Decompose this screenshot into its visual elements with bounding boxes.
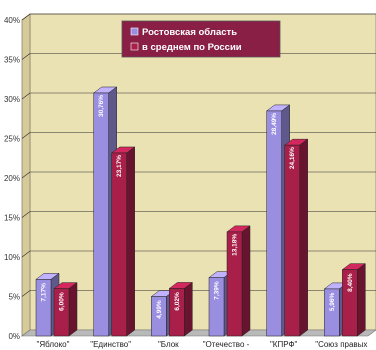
bar-side — [68, 282, 78, 337]
data-label: 30,76% — [98, 95, 105, 117]
y-tick-label: 25% — [4, 135, 20, 144]
legend-label-russia: в среднем по России — [142, 42, 242, 53]
gridline-side — [21, 211, 31, 218]
gridline-side — [21, 13, 31, 21]
bar-side — [241, 225, 251, 337]
gridline-side — [21, 250, 31, 258]
bar: 24,16% — [283, 138, 309, 337]
bar-front — [342, 269, 358, 337]
x-axis: "Яблоко" "Единство" "Блок "Отечество - "КПРФ… — [37, 340, 368, 349]
gridline-side — [21, 132, 31, 139]
legend-box — [121, 20, 281, 58]
data-label: 23,17% — [116, 155, 123, 177]
x-tick-label: "Отечество - — [203, 340, 250, 349]
gridline-side — [21, 53, 31, 60]
data-label: 8,40% — [347, 273, 354, 292]
legend-swatch-rostov — [130, 27, 139, 36]
x-tick-label: "Яблоко" — [37, 340, 70, 349]
y-tick-label: 0% — [8, 332, 20, 341]
bar-front — [35, 279, 52, 337]
legend-swatch-russia — [130, 42, 139, 51]
bar-side — [299, 138, 308, 337]
bar-front — [226, 231, 243, 337]
bar-front — [111, 152, 127, 337]
data-label: 4,99% — [156, 300, 163, 319]
x-tick-label: "Единство" — [90, 340, 131, 349]
data-label: 5,96% — [329, 292, 336, 311]
bar-front — [93, 92, 109, 337]
bars: 7,17% 6,00% 30,76% 23,17% 4,99% 6,02% 7,39% 13,… — [35, 86, 367, 337]
gridline-side — [21, 92, 31, 100]
bar: 8,40% — [341, 263, 367, 337]
bar-front — [169, 288, 185, 337]
data-label: 7,39% — [214, 281, 221, 300]
data-label: 6,02% — [174, 292, 181, 311]
plot-area — [21, 13, 376, 337]
data-label: 13,18% — [232, 234, 239, 256]
data-label: 6,00% — [59, 292, 66, 311]
data-label: 28,49% — [271, 113, 278, 135]
gridline-side — [21, 290, 31, 297]
bar-front — [53, 288, 70, 337]
bar-side — [126, 146, 135, 337]
y-tick-label: 15% — [4, 214, 20, 223]
gridline-side — [21, 171, 31, 179]
y-tick-label: 20% — [4, 174, 20, 183]
y-tick-label: 5% — [8, 293, 20, 302]
bar-side — [357, 263, 366, 337]
y-tick-label: 40% — [4, 16, 20, 25]
y-tick-label: 35% — [4, 56, 20, 65]
data-label: 7,17% — [41, 283, 48, 302]
bar: 13,18% — [226, 225, 251, 337]
x-tick-label: "Союз правых — [315, 340, 367, 349]
data-label: 24,16% — [289, 147, 296, 169]
y-axis: 0% 5% 10% 15% 20% 25% 30% 35% 40% — [4, 16, 20, 341]
bar-front — [208, 277, 225, 337]
bar-front — [284, 144, 300, 337]
x-tick-label: "КПРФ" — [270, 340, 298, 349]
bar: 6,00% — [53, 282, 78, 337]
legend-label-rostov: Ростовская область — [142, 27, 237, 38]
y-tick-label: 30% — [4, 95, 20, 104]
bar: 6,02% — [168, 281, 194, 337]
x-tick-label: "Блок — [158, 340, 179, 349]
y-tick-label: 10% — [4, 253, 20, 262]
bar-front — [151, 296, 167, 337]
legend: Ростовская область в среднем по России — [121, 20, 281, 58]
bar: 23,17% — [110, 146, 136, 337]
bar-front — [324, 288, 340, 337]
bar-side — [184, 281, 193, 337]
bar-front — [266, 110, 282, 337]
